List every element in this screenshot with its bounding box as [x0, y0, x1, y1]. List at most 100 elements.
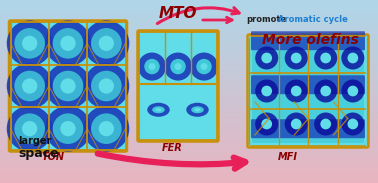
Circle shape	[60, 78, 76, 94]
Circle shape	[53, 71, 83, 101]
Bar	[0, 27, 378, 29]
Bar	[0, 134, 378, 136]
Bar	[0, 90, 378, 92]
Circle shape	[255, 113, 278, 135]
Circle shape	[291, 53, 302, 63]
Circle shape	[261, 86, 272, 96]
Bar	[0, 61, 378, 63]
Circle shape	[7, 106, 53, 152]
Text: MTO: MTO	[159, 5, 197, 20]
FancyArrowPatch shape	[98, 154, 245, 169]
FancyBboxPatch shape	[248, 35, 369, 147]
Bar	[0, 154, 378, 156]
Circle shape	[170, 59, 186, 74]
Bar	[0, 29, 378, 31]
Circle shape	[285, 113, 308, 135]
Bar	[0, 12, 378, 14]
Bar	[0, 1, 378, 3]
Ellipse shape	[155, 108, 162, 111]
Bar	[0, 157, 378, 159]
Bar	[0, 53, 378, 55]
Bar	[0, 160, 378, 162]
Bar	[0, 85, 378, 87]
Bar	[0, 59, 378, 61]
Bar	[0, 17, 378, 18]
Circle shape	[341, 113, 364, 135]
Bar	[0, 148, 378, 150]
Bar	[0, 38, 378, 40]
Bar	[0, 178, 378, 180]
Circle shape	[347, 119, 358, 129]
Text: TON: TON	[42, 152, 65, 162]
Bar	[0, 169, 378, 171]
Circle shape	[149, 63, 155, 70]
Bar	[0, 152, 378, 154]
Bar	[0, 55, 378, 56]
Ellipse shape	[194, 108, 201, 111]
Bar	[0, 14, 378, 15]
Bar	[0, 114, 378, 116]
Circle shape	[22, 78, 37, 94]
Text: promote: promote	[246, 16, 286, 25]
Circle shape	[91, 28, 122, 59]
Bar	[0, 75, 378, 76]
Bar	[0, 66, 378, 67]
Bar	[0, 163, 378, 165]
Bar	[0, 180, 378, 182]
Ellipse shape	[186, 103, 209, 117]
Circle shape	[255, 79, 278, 102]
Bar	[0, 108, 378, 110]
Bar	[0, 145, 378, 146]
Bar	[0, 117, 378, 119]
Bar	[0, 113, 378, 114]
Bar	[0, 15, 378, 17]
Bar	[0, 137, 378, 139]
Circle shape	[138, 53, 166, 81]
Bar	[0, 177, 378, 178]
Circle shape	[320, 86, 331, 96]
Bar	[0, 64, 378, 66]
Bar	[0, 0, 378, 1]
Bar	[0, 162, 378, 163]
Bar	[0, 166, 378, 168]
Bar	[0, 88, 378, 90]
Bar	[0, 96, 378, 98]
Bar	[0, 21, 378, 23]
Ellipse shape	[191, 106, 204, 113]
Circle shape	[314, 46, 337, 70]
Circle shape	[14, 113, 45, 144]
Circle shape	[7, 63, 53, 109]
Bar	[0, 76, 378, 78]
Text: Aromatic cycle: Aromatic cycle	[275, 16, 348, 25]
Circle shape	[60, 36, 76, 51]
Bar	[0, 128, 378, 130]
Bar	[0, 49, 378, 50]
Text: MFI: MFI	[278, 152, 298, 162]
Bar	[0, 102, 378, 104]
Bar	[0, 165, 378, 166]
Bar	[0, 133, 378, 134]
Bar	[0, 98, 378, 99]
Circle shape	[291, 86, 302, 96]
Bar	[0, 142, 378, 143]
Bar	[0, 136, 378, 137]
Bar	[0, 47, 378, 49]
Circle shape	[45, 106, 91, 152]
Ellipse shape	[152, 106, 165, 113]
Circle shape	[291, 119, 302, 129]
Circle shape	[341, 79, 364, 102]
Bar	[0, 3, 378, 5]
Bar	[0, 37, 378, 38]
Bar	[0, 116, 378, 117]
Circle shape	[320, 53, 331, 63]
Bar	[0, 11, 378, 12]
FancyBboxPatch shape	[251, 119, 365, 138]
Bar	[0, 122, 378, 124]
Bar	[0, 107, 378, 108]
Bar	[0, 111, 378, 113]
Bar	[0, 23, 378, 24]
Bar	[0, 146, 378, 148]
Circle shape	[53, 113, 83, 144]
Circle shape	[99, 78, 114, 94]
Bar	[0, 131, 378, 133]
